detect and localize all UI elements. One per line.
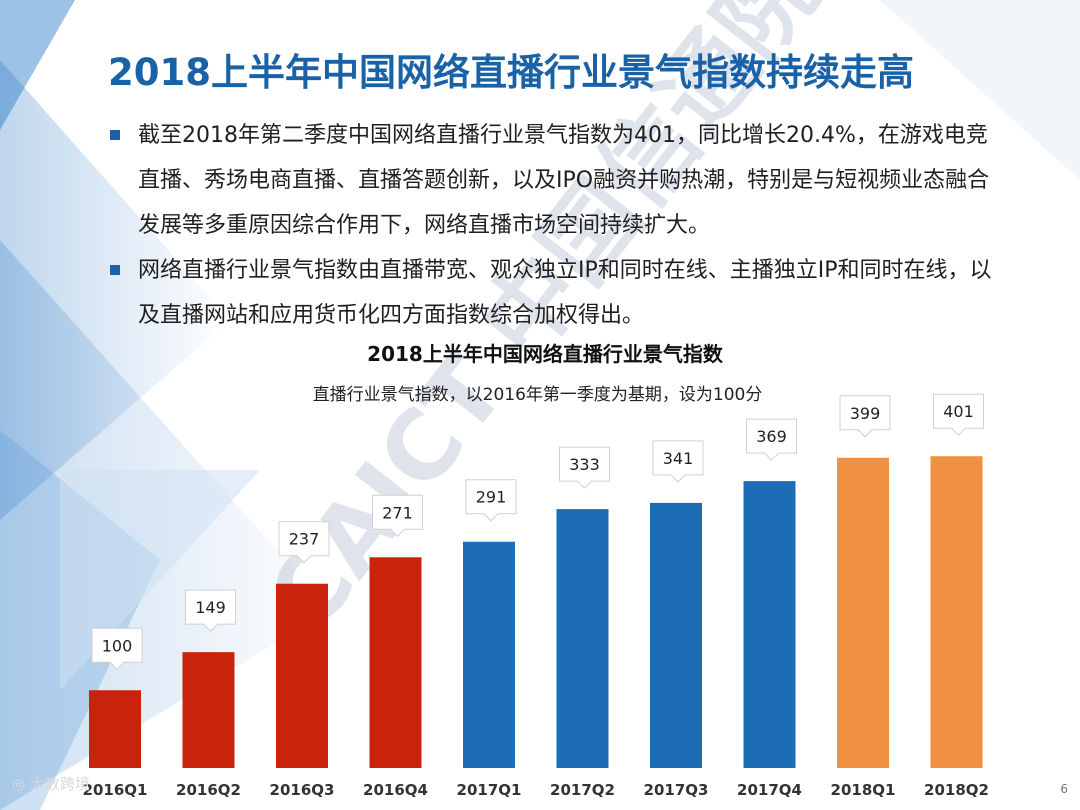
data-label-box-2017Q4 (746, 418, 797, 461)
data-label-2018Q2: 401 (943, 402, 974, 421)
data-label-2017Q1: 291 (476, 488, 507, 507)
x-tick-label-2018Q1: 2018Q1 (831, 781, 896, 799)
data-label-2016Q4: 271 (382, 503, 413, 522)
x-tick-label-2017Q1: 2017Q1 (457, 781, 522, 799)
data-label-2017Q3: 341 (663, 449, 694, 468)
bar-2016Q3 (276, 583, 328, 768)
bullet-item-1: 截至2018年第二季度中国网络直播行业景气指数为401，同比增长20.4%，在游… (108, 113, 1008, 248)
x-tick-label-2016Q4: 2016Q4 (363, 781, 428, 799)
chart-title: 2018上半年中国网络直播行业景气指数 (367, 342, 723, 366)
bar-2017Q4 (743, 481, 796, 768)
x-tick-label-2016Q3: 2016Q3 (270, 781, 335, 799)
x-tick-label-2017Q2: 2017Q2 (550, 781, 615, 799)
data-label-box-2017Q3 (652, 440, 704, 483)
data-label-box-2018Q2 (933, 393, 984, 436)
bullet-list: 截至2018年第二季度中国网络直播行业景气指数为401，同比增长20.4%，在游… (108, 113, 1008, 338)
bar-2016Q1 (89, 690, 141, 768)
bar-2017Q1 (463, 541, 515, 768)
bar-2018Q2 (930, 456, 983, 768)
footer-logo: ◎ 大数跨境 (12, 773, 90, 794)
slide-title: 2018上半年中国网络直播行业景气指数持续走高 (108, 51, 914, 94)
data-label-2017Q2: 333 (569, 455, 600, 474)
data-label-box-2016Q4 (372, 494, 423, 538)
data-label-2016Q3: 237 (289, 530, 320, 549)
x-tick-label-2017Q3: 2017Q3 (644, 781, 709, 799)
bar-2016Q4 (369, 557, 422, 768)
data-label-2016Q2: 149 (195, 598, 226, 617)
page-number: 6 (1060, 782, 1068, 796)
x-tick-label-2017Q4: 2017Q4 (737, 781, 802, 799)
footer-logo-text: 大数跨境 (29, 775, 90, 793)
bar-2018Q1 (837, 457, 889, 768)
chart-subtitle: 直播行业景气指数，以2016年第一季度为基期，设为100分 (312, 385, 763, 405)
data-label-2018Q1: 399 (850, 404, 881, 423)
data-label-box-2017Q1 (465, 479, 517, 522)
bar-2017Q2 (556, 509, 609, 768)
bar-2016Q2 (182, 652, 235, 768)
data-label-box-2016Q3 (278, 521, 330, 564)
data-label-box-2017Q2 (559, 446, 610, 489)
x-tick-label-2016Q1: 2016Q1 (83, 781, 148, 799)
bar-2017Q3 (650, 502, 702, 768)
data-label-box-2016Q2 (185, 589, 236, 632)
data-label-2017Q4: 369 (756, 427, 787, 446)
x-tick-label-2018Q2: 2018Q2 (924, 781, 989, 799)
x-tick-label-2016Q2: 2016Q2 (176, 781, 241, 799)
data-label-box-2018Q1 (839, 395, 891, 438)
data-label-2016Q1: 100 (102, 636, 133, 655)
bullet-item-2: 网络直播行业景气指数由直播带宽、观众独立IP和同时在线、主播独立IP和同时在线，… (108, 248, 1008, 338)
logo-icon: ◎ (12, 775, 30, 793)
data-label-box-2016Q1 (91, 627, 143, 670)
